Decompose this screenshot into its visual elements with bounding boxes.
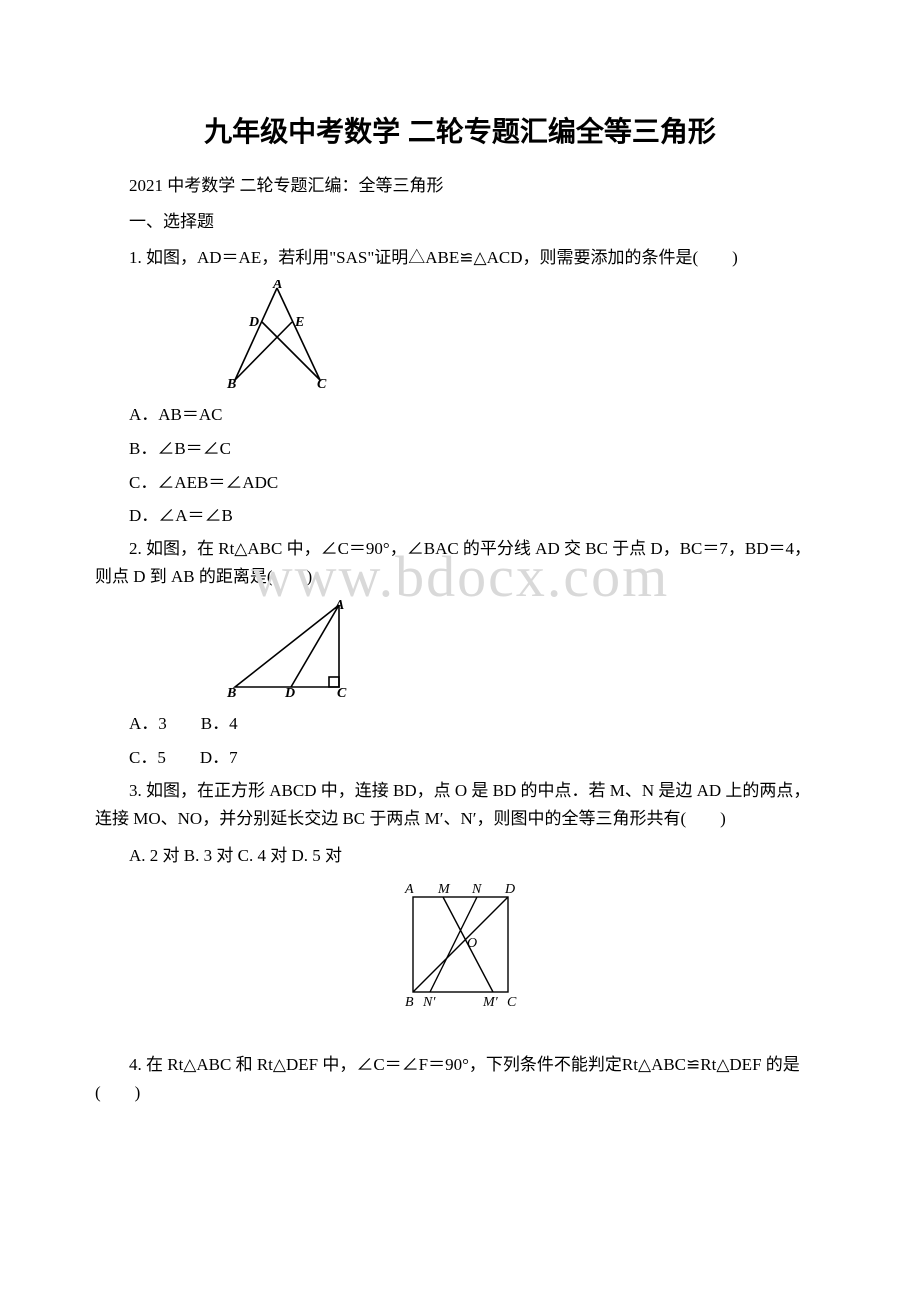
fig3-label-o: O xyxy=(467,936,477,951)
q2-stem: 2. 如图，在 Rt△ABC 中，∠C＝90°，∠BAC 的平分线 AD 交 B… xyxy=(95,535,825,591)
right-triangle-icon: A B C D xyxy=(225,599,360,699)
q1-option-b: B．∠B＝∠C xyxy=(95,434,825,464)
q1-option-a: A．AB＝AC xyxy=(95,400,825,430)
fig1-label-d: D xyxy=(248,315,259,330)
fig3-label-n: N xyxy=(471,882,482,897)
fig3-label-d: D xyxy=(504,882,515,897)
fig2-label-d: D xyxy=(284,686,295,699)
q3-stem: 3. 如图，在正方形 ABCD 中，连接 BD，点 O 是 BD 的中点．若 M… xyxy=(95,777,825,833)
section-heading: 一、选择题 xyxy=(95,208,825,236)
q4-stem: 4. 在 Rt△ABC 和 Rt△DEF 中，∠C＝∠F＝90°，下列条件不能判… xyxy=(95,1051,825,1107)
fig1-label-e: E xyxy=(294,315,304,330)
fig1-label-b: B xyxy=(226,377,236,390)
q1-option-d: D．∠A＝∠B xyxy=(95,501,825,531)
q3-figure: A M N D O B N′ M′ C xyxy=(95,879,825,1009)
fig3-label-c: C xyxy=(507,995,517,1009)
fig2-label-b: B xyxy=(226,686,236,699)
fig3-label-np: N′ xyxy=(422,995,436,1009)
q2-figure: A B C D xyxy=(225,599,825,699)
triangle-abe-acd-icon: A B C D E xyxy=(225,280,340,390)
q3-options: A. 2 对 B. 3 对 C. 4 对 D. 5 对 xyxy=(95,841,825,871)
fig3-label-mp: M′ xyxy=(482,995,499,1009)
fig1-label-a: A xyxy=(272,280,282,292)
q2-options-ab: A．3 B．4 xyxy=(95,709,825,739)
q2-options-cd: C．5 D．7 xyxy=(95,743,825,773)
fig2-label-c: C xyxy=(337,686,347,699)
q1-figure: A B C D E xyxy=(225,280,825,390)
fig3-label-b: B xyxy=(405,995,414,1009)
q1-stem: 1. 如图，AD＝AE，若利用"SAS"证明△ABE≌△ACD，则需要添加的条件… xyxy=(95,244,825,272)
page-title: 九年级中考数学 二轮专题汇编全等三角形 xyxy=(95,110,825,150)
fig2-label-a: A xyxy=(334,599,344,613)
fig3-label-m: M xyxy=(437,882,451,897)
q1-option-c: C．∠AEB＝∠ADC xyxy=(95,468,825,498)
fig1-label-c: C xyxy=(317,377,327,390)
fig3-label-a: A xyxy=(404,882,414,897)
subtitle: 2021 中考数学 二轮专题汇编：全等三角形 xyxy=(95,172,825,200)
square-abcd-icon: A M N D O B N′ M′ C xyxy=(385,879,535,1009)
